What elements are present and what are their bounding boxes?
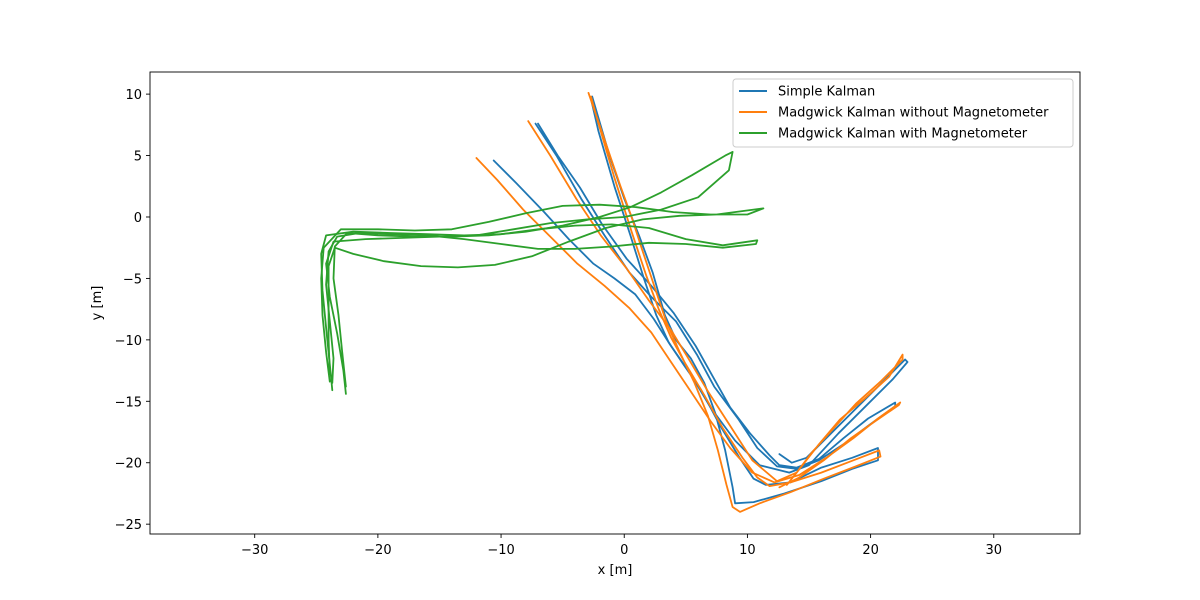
x-axis-label: x [m]: [598, 563, 633, 578]
x-tick-label: 10: [739, 543, 756, 558]
y-axis-label: y [m]: [90, 286, 105, 321]
legend-label: Madgwick Kalman with Magnetometer: [778, 127, 1028, 142]
legend-box: [732, 78, 1074, 148]
y-tick-label: 10: [125, 88, 142, 103]
x-tick-label: 30: [986, 543, 1003, 558]
x-tick-label: −30: [241, 543, 268, 558]
y-tick-label: −10: [115, 334, 142, 349]
series-line-0-0: [590, 95, 879, 505]
x-tick-label: −10: [487, 543, 514, 558]
series-line-1-2: [475, 157, 902, 489]
y-tick-label: −25: [115, 518, 142, 533]
x-tick-label: 20: [862, 543, 879, 558]
legend-label: Madgwick Kalman without Magnetometer: [778, 106, 1049, 121]
legend: Simple Kalman Madgwick Kalman without Mag…: [732, 78, 1074, 148]
x-tick-label: 0: [620, 543, 628, 558]
y-tick-label: 5: [134, 150, 142, 165]
y-tick-label: 0: [134, 211, 142, 226]
series-line-1-1: [527, 120, 904, 486]
series-line-2-2: [320, 203, 765, 383]
y-tick-label: −5: [123, 272, 142, 287]
series-line-2-1: [325, 151, 734, 395]
y-tick-label: −20: [115, 457, 142, 472]
x-tick-label: −20: [364, 543, 391, 558]
axes-layer: −30 −20 −10 0 10 20 30 10 5 0 −5 −10 −15 −20 −25: [115, 71, 1081, 558]
series-layer: [320, 92, 909, 513]
legend-label: Simple Kalman: [778, 85, 875, 100]
series-line-1-0: [587, 92, 882, 513]
series-line-0-2: [492, 159, 909, 474]
y-tick-label: −15: [115, 395, 142, 410]
axes-frame: [149, 71, 1081, 535]
series-line-0-1: [534, 122, 897, 470]
